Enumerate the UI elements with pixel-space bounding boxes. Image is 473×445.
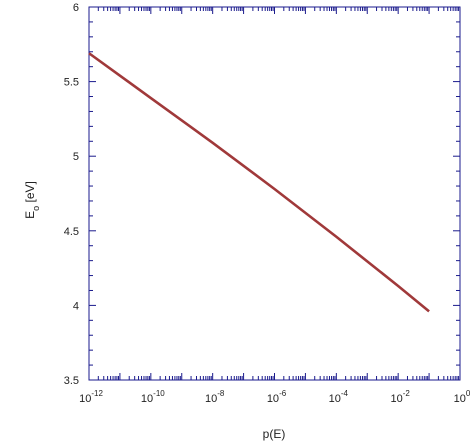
x-tick-label-exponent: -2 [403,389,411,398]
x-tick-label-base: 10 [390,393,402,405]
y-axis-title-main: E [23,211,37,219]
x-tick-label-exponent: -10 [153,389,165,398]
plot-frame [88,6,461,381]
y-axis-title-unit: [eV] [23,181,37,202]
x-tick-label-base: 10 [454,393,466,405]
x-tick-label-exponent: -6 [279,389,287,398]
y-tick-label: 5.5 [64,77,79,89]
x-tick-label-base: 10 [267,393,279,405]
x-axis-title: p(E) [263,427,286,441]
y-tick-label: 4 [73,300,79,312]
x-tick-label-exponent: -4 [341,389,349,398]
x-tick-label: 10-4 [329,389,349,405]
y-tick-label: 6 [73,2,79,14]
x-tick-label: 10-10 [141,389,165,405]
y-axis-title-subscript: o [31,206,41,211]
x-tick-label-base: 10 [329,393,341,405]
y-tick-label: 5 [73,151,79,163]
y-tick-labels: 3.5 4 4.5 5 5.5 6 [64,2,79,387]
y-tick-label: 3.5 [64,375,79,387]
x-tick-label-base: 10 [79,393,91,405]
svg-text:Eo [eV]: Eo [eV] [23,181,41,219]
series-line [88,52,430,313]
x-tick-label: 10-2 [390,389,410,405]
y-axis-title: Eo [eV] [23,181,41,219]
x-tick-label-base: 10 [205,393,217,405]
x-tick-label: 10-6 [267,389,287,405]
x-tick-label-exponent: -8 [217,389,225,398]
x-tick-label-base: 10 [141,393,153,405]
series-layer [88,52,430,313]
x-tick-label-exponent: -12 [91,389,103,398]
x-tick-label-exponent: 0 [466,389,471,398]
x-tick-label: 10-12 [79,389,103,405]
x-tick-label: 10-8 [205,389,225,405]
tick-marks [88,6,460,381]
x-tick-labels: 10-12 10-10 10-8 10-6 10-4 10-2 100 [79,389,471,405]
x-tick-label: 100 [454,389,471,405]
y-tick-label: 4.5 [64,226,79,238]
